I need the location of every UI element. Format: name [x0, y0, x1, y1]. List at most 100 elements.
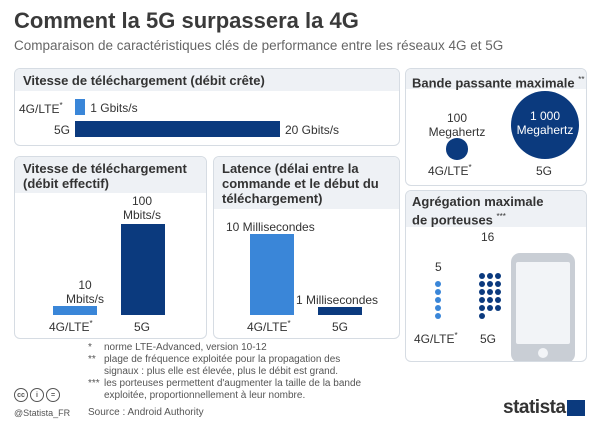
- effective-value-4g: 10 Mbits/s: [55, 278, 115, 306]
- effective-speed-title: Vitesse de téléchargement (débit effecti…: [23, 161, 187, 191]
- carrier-dot-5g: [487, 305, 493, 311]
- latency-panel: Latence (délai entre la commande et le d…: [213, 156, 400, 339]
- carriers-label-4g-mark: *: [454, 331, 458, 340]
- footnote-2-symbol: **: [88, 354, 96, 365]
- effective-bar-4g: [53, 305, 97, 315]
- latency-title: Latence (délai entre la commande et le d…: [222, 161, 379, 206]
- carrier-dot-5g: [487, 297, 493, 303]
- peak-label-4g: 4G/LTE*: [19, 101, 63, 116]
- bandwidth-label-4g: 4G/LTE*: [428, 163, 472, 178]
- carriers-panel: Agrégation maximale de porteuses *** 5 1…: [405, 190, 587, 362]
- phone-screen: [516, 262, 570, 344]
- carriers-value-5g: 16: [481, 230, 495, 244]
- latency-label-4g-text: 4G/LTE: [247, 320, 288, 334]
- latency-label-4g: 4G/LTE*: [247, 319, 291, 334]
- carrier-dot-5g: [479, 289, 485, 295]
- footnote-1-symbol: *: [88, 342, 92, 353]
- effective-bar-5g: [121, 224, 165, 315]
- footnote-2: ** plage de fréquence exploitée pour la p…: [88, 354, 368, 378]
- footnote-1-text: norme LTE-Advanced, version 10-12: [104, 342, 267, 353]
- bandwidth-label-4g-text: 4G/LTE: [428, 164, 469, 178]
- peak-bar-4g: [75, 99, 86, 115]
- carrier-dot-5g: [495, 281, 501, 287]
- carriers-label-4g: 4G/LTE*: [414, 331, 458, 346]
- carrier-dot-4g: [435, 297, 441, 303]
- bandwidth-value-5g-num: 1 000: [529, 109, 561, 123]
- peak-speed-header: Vitesse de téléchargement (débit crête): [15, 69, 399, 91]
- carrier-dot-5g: [479, 281, 485, 287]
- carrier-dot-5g: [487, 289, 493, 295]
- bandwidth-value-4g-unit: Megahertz: [428, 125, 486, 139]
- latency-bar-5g: [318, 306, 362, 315]
- carrier-dot-4g: [435, 313, 441, 319]
- effective-speed-header: Vitesse de téléchargement (débit effecti…: [15, 157, 206, 193]
- bandwidth-value-4g: 100 Megahertz: [424, 111, 490, 139]
- carrier-dot-5g: [495, 305, 501, 311]
- brand-logo-text: statista: [503, 397, 566, 418]
- effective-value-5g-num: 100: [131, 194, 153, 208]
- bandwidth-label-5g: 5G: [536, 164, 553, 178]
- peak-label-5g: 5G: [54, 123, 71, 137]
- peak-value-5g: 20 Gbits/s: [285, 123, 340, 137]
- carrier-dot-5g: [495, 289, 501, 295]
- carrier-dot-4g: [435, 281, 441, 287]
- latency-value-5g: 1 Millisecondes: [296, 293, 379, 307]
- bandwidth-title-text: Bande passante maximale: [412, 75, 575, 91]
- bandwidth-circle-4g: [446, 138, 468, 160]
- carriers-title-text: Agrégation maximale de porteuses: [412, 194, 544, 228]
- bandwidth-title: Bande passante maximale **: [412, 72, 584, 90]
- carrier-dot-5g: [479, 305, 485, 311]
- peak-label-4g-text: 4G/LTE: [19, 102, 60, 116]
- effective-label-4g-text: 4G/LTE: [49, 320, 90, 334]
- peak-bar-5g: [75, 121, 280, 137]
- attribution-icon: i: [30, 388, 44, 402]
- bandwidth-value-4g-num: 100: [446, 111, 468, 125]
- carriers-title: Agrégation maximale de porteuses ***: [412, 194, 562, 227]
- carrier-dot-5g: [495, 273, 501, 279]
- bandwidth-title-mark: **: [578, 75, 585, 84]
- license-icons: cc i =: [14, 388, 60, 402]
- bandwidth-header: Bande passante maximale **: [406, 69, 586, 90]
- carrier-dot-5g: [487, 273, 493, 279]
- bandwidth-label-4g-mark: *: [468, 163, 472, 172]
- peak-speed-panel: Vitesse de téléchargement (débit crête) …: [14, 68, 400, 146]
- effective-value-5g: 100 Mbits/s: [112, 194, 172, 222]
- effective-label-4g-mark: *: [89, 319, 93, 328]
- page-subtitle: Comparaison de caractéristiques clés de …: [14, 38, 504, 53]
- effective-value-4g-num: 10: [78, 278, 92, 292]
- latency-bar-4g: [250, 234, 294, 315]
- footnote-1: * norme LTE-Advanced, version 10-12: [88, 342, 368, 354]
- carrier-dot-5g: [495, 297, 501, 303]
- latency-label-4g-mark: *: [287, 319, 291, 328]
- source-note: Source : Android Authority: [88, 407, 204, 418]
- effective-label-5g: 5G: [134, 320, 151, 334]
- carrier-dot-5g: [479, 297, 485, 303]
- footnote-3-symbol: ***: [88, 378, 100, 389]
- carriers-value-4g: 5: [435, 260, 442, 274]
- effective-value-5g-unit: Mbits/s: [122, 208, 161, 222]
- effective-speed-panel: Vitesse de téléchargement (débit effecti…: [14, 156, 207, 339]
- carriers-title-mark: ***: [496, 212, 506, 221]
- footnote-2-text: plage de fréquence exploitée pour la pro…: [104, 354, 341, 377]
- carrier-dot-5g: [487, 281, 493, 287]
- social-handle: @Statista_FR: [14, 408, 71, 418]
- phone-illustration: [511, 253, 575, 361]
- carrier-dot-4g: [435, 289, 441, 295]
- cc-icon: cc: [14, 388, 28, 402]
- effective-label-4g: 4G/LTE*: [49, 319, 93, 334]
- footnote-3: *** les porteuses permettent d'augmenter …: [88, 378, 368, 402]
- latency-header: Latence (délai entre la commande et le d…: [214, 157, 399, 209]
- footnote-3-text: les porteuses permettent d'augmenter la …: [104, 378, 362, 401]
- carriers-label-5g: 5G: [480, 332, 497, 346]
- brand-logo-icon: [567, 400, 585, 416]
- peak-label-4g-mark: *: [59, 101, 63, 110]
- phone-home-button: [538, 348, 548, 358]
- bandwidth-circle-5g: [511, 91, 579, 159]
- bandwidth-panel: Bande passante maximale ** 100 Megahertz…: [405, 68, 587, 186]
- carrier-dot-4g: [435, 305, 441, 311]
- bandwidth-value-5g-unit: Megahertz: [516, 123, 574, 137]
- bandwidth-value-5g: 1 000 Megahertz: [510, 109, 580, 137]
- effective-value-4g-unit: Mbits/s: [65, 292, 104, 306]
- footnotes: * norme LTE-Advanced, version 10-12 ** pla…: [88, 342, 368, 402]
- peak-value-4g: 1 Gbits/s: [90, 101, 138, 115]
